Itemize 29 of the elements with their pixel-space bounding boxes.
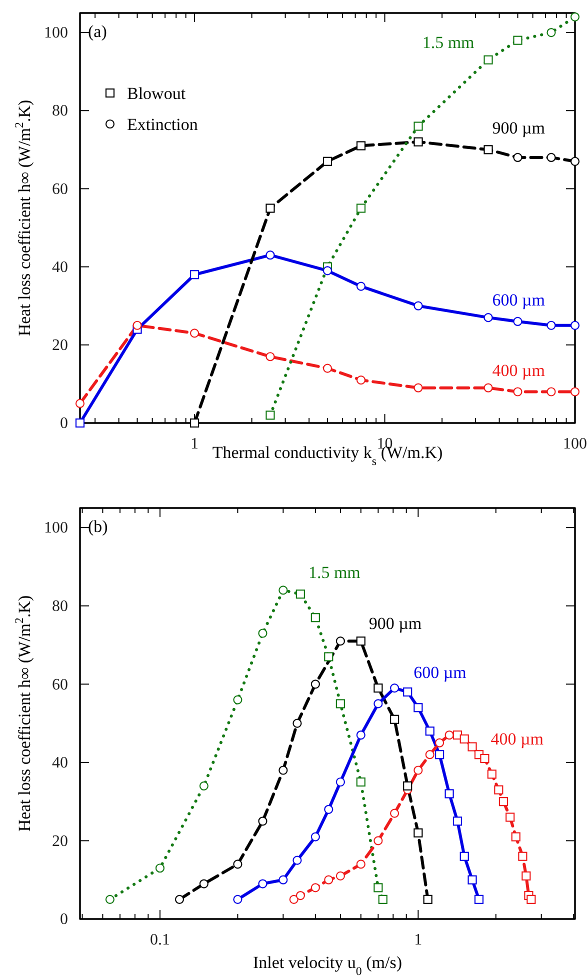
x-tick-label: 1 (414, 931, 422, 948)
series-label: 600 µm (492, 290, 546, 310)
legend-label: Extinction (127, 115, 198, 134)
series-label: 400 µm (490, 730, 544, 749)
text: (b) (88, 516, 108, 536)
series-label: 900 µm (368, 614, 422, 634)
y-tick-label: 40 (52, 754, 68, 772)
series-label: 400 µm (492, 360, 546, 380)
y-tick-label: 100 (44, 24, 68, 42)
series-label: 900 µm (492, 118, 546, 138)
x-tick-label: 100 (563, 435, 587, 452)
y-tick-label: 0 (60, 415, 68, 432)
y-tick-label: 60 (52, 676, 68, 694)
y-tick-label: 40 (52, 258, 68, 276)
x-tick-label: 0.1 (150, 931, 170, 948)
y-tick-label: 80 (52, 598, 68, 615)
series-label: 1.5 mm (422, 32, 474, 52)
y-tick-label: 100 (44, 520, 68, 537)
x-axis-title: Inlet velocity u$_{0}$ (m/s) (252, 953, 402, 977)
y-tick-label: 80 (52, 102, 68, 120)
x-tick-label: 1 (190, 435, 199, 452)
legend-label: Blowout (127, 84, 186, 103)
series-label: 1.5 mm (308, 563, 360, 582)
y-tick-label: 0 (60, 911, 68, 928)
y-tick-label: 20 (52, 337, 68, 354)
text: (a) (88, 22, 107, 41)
series-label: 600 µm (414, 662, 466, 682)
y-tick-label: 20 (52, 832, 68, 850)
y-tick-label: 60 (52, 180, 68, 198)
